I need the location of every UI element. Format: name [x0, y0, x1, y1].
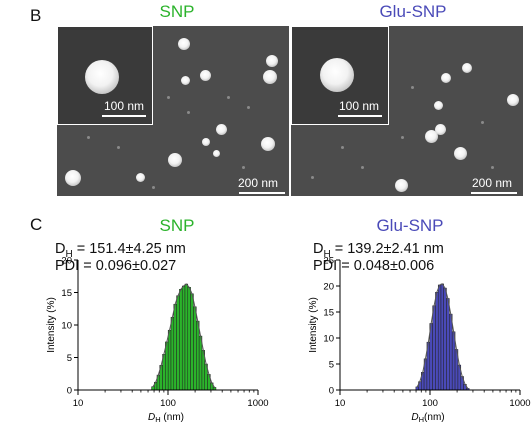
particle — [261, 137, 275, 151]
histogram-bar — [176, 295, 180, 391]
x-tick-label: 100 — [160, 398, 176, 409]
panel-b-letter: B — [30, 6, 42, 25]
main-scale-label-glu: 200 nm — [472, 176, 513, 190]
particle — [85, 60, 119, 94]
x-tick-label: 10 — [73, 398, 84, 409]
particle — [425, 130, 438, 143]
particle — [168, 153, 182, 167]
dh-stat-glu: DH = 139.2±2.41 nm — [313, 241, 444, 260]
x-axis-title: DH(nm) — [411, 412, 444, 424]
particle — [395, 179, 408, 192]
y-tick-label: 10 — [61, 321, 72, 332]
histogram-bar — [449, 313, 453, 391]
histogram-bar — [165, 341, 169, 391]
histogram-bar — [187, 287, 191, 391]
x-tick-label: 1000 — [509, 398, 530, 409]
inset-scale-label-snp: 100 nm — [104, 99, 145, 113]
histogram-bar — [429, 323, 433, 391]
dls-glu-title: Glu-SNP — [376, 216, 444, 235]
particle — [263, 70, 277, 84]
inset-scale-label-glu: 100 nm — [339, 99, 380, 113]
dls-chart-snp: 0 5 10 15 20 10 100 1000 Intensity (%) DH (nm) — [46, 256, 269, 425]
y-tick-label: 25 — [323, 256, 334, 267]
y-tick-label: 15 — [61, 288, 72, 299]
histogram-bar — [446, 298, 450, 391]
x-tick-label: 1000 — [247, 398, 268, 409]
scale-bar — [102, 115, 146, 117]
pdi-stat-glu: PDI = 0.048±0.006 — [313, 258, 435, 274]
particle — [202, 138, 210, 146]
particle — [507, 94, 519, 106]
scale-bar — [338, 115, 382, 117]
dh-stat-snp: DH = 151.4±4.25 nm — [55, 241, 186, 260]
em-inset-snp: 100 nm — [57, 26, 153, 125]
y-tick-label: 0 — [67, 386, 72, 397]
histogram-bar — [435, 291, 439, 391]
panel-c-letter: C — [30, 215, 43, 234]
histogram-bar — [179, 289, 183, 391]
histogram-bar — [196, 320, 200, 391]
particle — [65, 170, 81, 186]
y-axis-title: Intensity (%) — [46, 297, 57, 353]
scale-bar — [471, 192, 517, 194]
y-tick-label: 20 — [323, 282, 334, 293]
histogram-bar — [440, 283, 444, 391]
y-tick-label: 5 — [329, 360, 334, 371]
particle — [213, 150, 220, 157]
em-snp-title: SNP — [159, 2, 195, 21]
main-scale-label-snp: 200 nm — [238, 176, 279, 190]
dls-chart-glu: 0 5 10 15 20 25 10 100 1000 Intensity (%) DH(nm) — [308, 256, 531, 425]
histogram-bar — [443, 287, 447, 391]
histogram-bar — [437, 284, 442, 391]
particle — [216, 124, 227, 135]
y-tick-label: 0 — [329, 386, 334, 397]
y-tick-label: 10 — [323, 334, 334, 345]
particle — [178, 38, 190, 50]
histogram-bar — [167, 329, 172, 391]
particle — [181, 76, 190, 85]
particle — [441, 73, 451, 83]
x-tick-label: 100 — [422, 398, 438, 409]
dls-snp-title: SNP — [159, 216, 195, 235]
histogram-bar — [198, 335, 203, 391]
em-glu-title: Glu-SNP — [379, 2, 447, 21]
particle — [320, 58, 354, 92]
histogram-bar — [170, 316, 175, 391]
histogram-bar — [193, 306, 197, 391]
pdi-stat-snp: PDI = 0.096±0.027 — [55, 258, 177, 274]
histogram-bar — [181, 285, 186, 391]
particle — [434, 101, 443, 110]
histogram-bar — [190, 293, 194, 391]
histogram-bar — [184, 283, 189, 391]
histogram-bar — [173, 303, 177, 391]
x-axis-title: DH (nm) — [148, 412, 184, 424]
em-image-glu: 100 nm 200 nm — [291, 26, 523, 196]
distribution-curve — [152, 283, 215, 388]
particle — [435, 124, 446, 135]
x-tick-label: 10 — [335, 398, 346, 409]
scale-bar — [239, 192, 285, 194]
particle — [136, 173, 145, 182]
em-image-snp: 100 nm 200 nm — [57, 26, 289, 196]
particle — [200, 70, 211, 81]
y-axis-title: Intensity (%) — [308, 297, 319, 353]
histogram-bar — [432, 305, 436, 391]
y-tick-label: 5 — [67, 353, 72, 364]
distribution-curve — [416, 283, 469, 389]
particle — [462, 63, 472, 73]
y-tick-label: 15 — [323, 308, 334, 319]
em-inset-glu: 100 nm — [291, 26, 389, 125]
particle — [266, 55, 278, 67]
y-tick-label: 20 — [61, 256, 72, 267]
particle — [454, 147, 467, 160]
